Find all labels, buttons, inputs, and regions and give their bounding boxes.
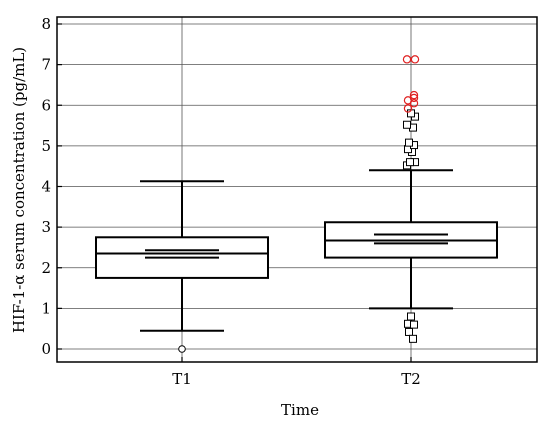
outlier-square: [405, 327, 413, 336]
outlier-square: [410, 320, 418, 329]
far-outlier-circle: [402, 55, 412, 64]
x-tick-label: T1: [172, 370, 192, 388]
far-outlier-circle: [409, 90, 419, 100]
outlier-square: [407, 312, 415, 321]
outlier-circle: [178, 345, 186, 353]
x-tick-label: T2: [401, 370, 421, 388]
y-tick-label: 8: [41, 15, 51, 33]
axes: 0 1 2 3 4 5 6 7 8 T1 T2: [41, 15, 538, 388]
y-tick-label: 4: [41, 178, 51, 196]
outlier-square: [409, 334, 417, 343]
plot-frame: [56, 16, 538, 363]
outlier-square: [403, 120, 411, 129]
far-outlier-circle: [410, 55, 420, 64]
box-t2: [324, 55, 498, 343]
outlier-square: [405, 138, 413, 147]
y-tick-label: 5: [41, 137, 51, 155]
outlier-square: [406, 158, 414, 167]
far-outlier-circle: [409, 93, 419, 103]
y-tick-label: 6: [41, 96, 51, 114]
y-tick-label: 0: [41, 340, 51, 358]
y-tick-label: 1: [41, 299, 51, 317]
grid-lines: [57, 17, 537, 362]
box-t1: [95, 180, 269, 353]
far-outlier-circle: [403, 104, 413, 113]
x-axis-label: Time: [281, 401, 319, 419]
y-tick-label: 2: [41, 259, 51, 277]
y-axis-label: HIF-1-α serum concentration (pg/mL): [10, 47, 28, 333]
y-tick-label: 7: [41, 56, 51, 74]
y-tick-label: 3: [41, 218, 51, 236]
box-series: [95, 55, 498, 353]
